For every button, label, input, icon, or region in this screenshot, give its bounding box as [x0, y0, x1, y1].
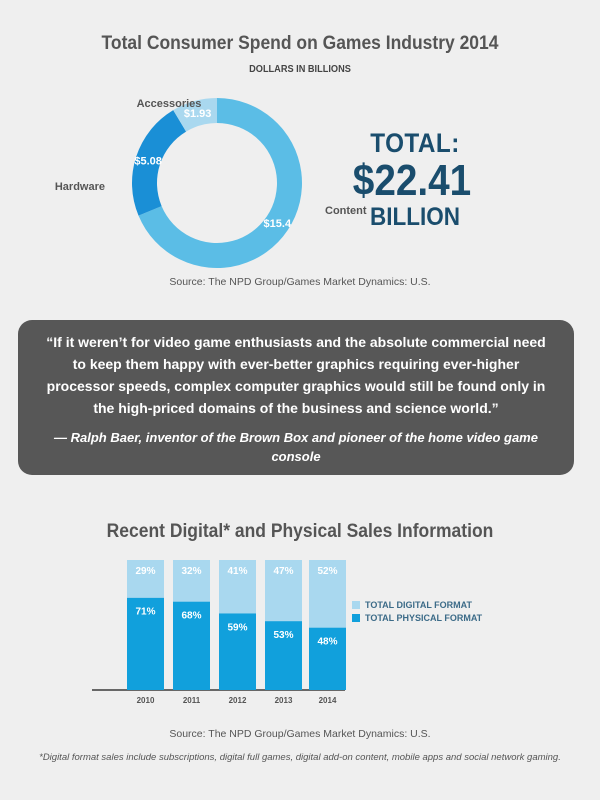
donut-slice-accessories [173, 98, 217, 132]
bar-physical-label-2012: 59% [227, 622, 247, 633]
bar-digital-2013 [265, 560, 302, 622]
donut-category-label-hardware: Hardware [55, 181, 105, 193]
source-note-2: Source: The NPD Group/Games Market Dynam… [169, 728, 431, 740]
legend-physical: TOTAL PHYSICAL FORMAT [352, 613, 482, 623]
x-tick-label-2013: 2013 [275, 696, 293, 705]
donut-chart: $15.4 Content $5.08 Hardware $1.93Accessorie… [55, 98, 367, 268]
donut-slice-hardware [132, 110, 187, 216]
donut-category-label-content: Content [325, 205, 367, 217]
total-unit: BILLION [370, 203, 460, 231]
x-tick-label-2012: 2012 [229, 696, 247, 705]
x-tick-label-2011: 2011 [183, 696, 201, 705]
legend-swatch-digital [352, 601, 360, 609]
legend-label-physical: TOTAL PHYSICAL FORMAT [365, 613, 483, 623]
bar-physical-label-2011: 68% [181, 611, 201, 622]
bar-digital-2011 [173, 560, 210, 602]
bar-digital-label-2012: 41% [227, 566, 247, 577]
x-tick-label-2010: 2010 [137, 696, 155, 705]
quote-box: “If it weren’t for video game enthusiast… [18, 320, 574, 475]
bar-digital-2014 [309, 560, 346, 628]
bar-digital-label-2013: 47% [273, 566, 293, 577]
bar-digital-2010 [127, 560, 164, 598]
bar-chart-title: Recent Digital* and Physical Sales Infor… [106, 521, 494, 542]
bar-physical-label-2014: 48% [317, 637, 337, 648]
bar-digital-label-2014: 52% [317, 566, 337, 577]
bar-physical-2014 [309, 627, 346, 690]
quote-text: “If it weren’t for video game enthusiast… [46, 334, 546, 416]
total-label: TOTAL: [370, 128, 460, 158]
donut-value-label-hardware: $5.08 [134, 155, 162, 167]
bar-physical-2012 [219, 613, 256, 690]
legend-label-digital: TOTAL DIGITAL FORMAT [365, 600, 472, 610]
bar-physical-label-2013: 53% [273, 630, 293, 641]
legend-swatch-physical [352, 614, 360, 622]
donut-category-label-accessories: Accessories [137, 98, 202, 110]
bar-digital-2012 [219, 560, 256, 614]
donut-value-label-accessories: $1.93 [184, 108, 212, 120]
bar-digital-label-2011: 32% [181, 566, 201, 577]
quote-author: — Ralph Baer, inventor of the Brown Box … [54, 430, 538, 464]
source-note-1: Source: The NPD Group/Games Market Dynam… [169, 276, 431, 288]
bar-physical-2011 [173, 601, 210, 690]
bar-physical-2013 [265, 621, 302, 690]
bar-digital-label-2010: 29% [135, 566, 155, 577]
total-amount: $22.41 [352, 156, 472, 205]
x-tick-label-2014: 2014 [319, 696, 337, 705]
donut-value-label-content: $15.4 [264, 218, 292, 230]
chart-subtitle: DOLLARS IN BILLIONS [249, 64, 351, 75]
footnote: *Digital format sales include subscripti… [39, 752, 561, 763]
chart-title: Total Consumer Spend on Games Industry 2… [101, 33, 499, 54]
bar-physical-label-2010: 71% [135, 607, 155, 618]
total-block: TOTAL: $22.41 BILLION [350, 128, 480, 232]
donut-slice-content [138, 98, 302, 268]
legend-digital: TOTAL DIGITAL FORMAT [352, 600, 472, 610]
bar-physical-2010 [127, 597, 164, 690]
